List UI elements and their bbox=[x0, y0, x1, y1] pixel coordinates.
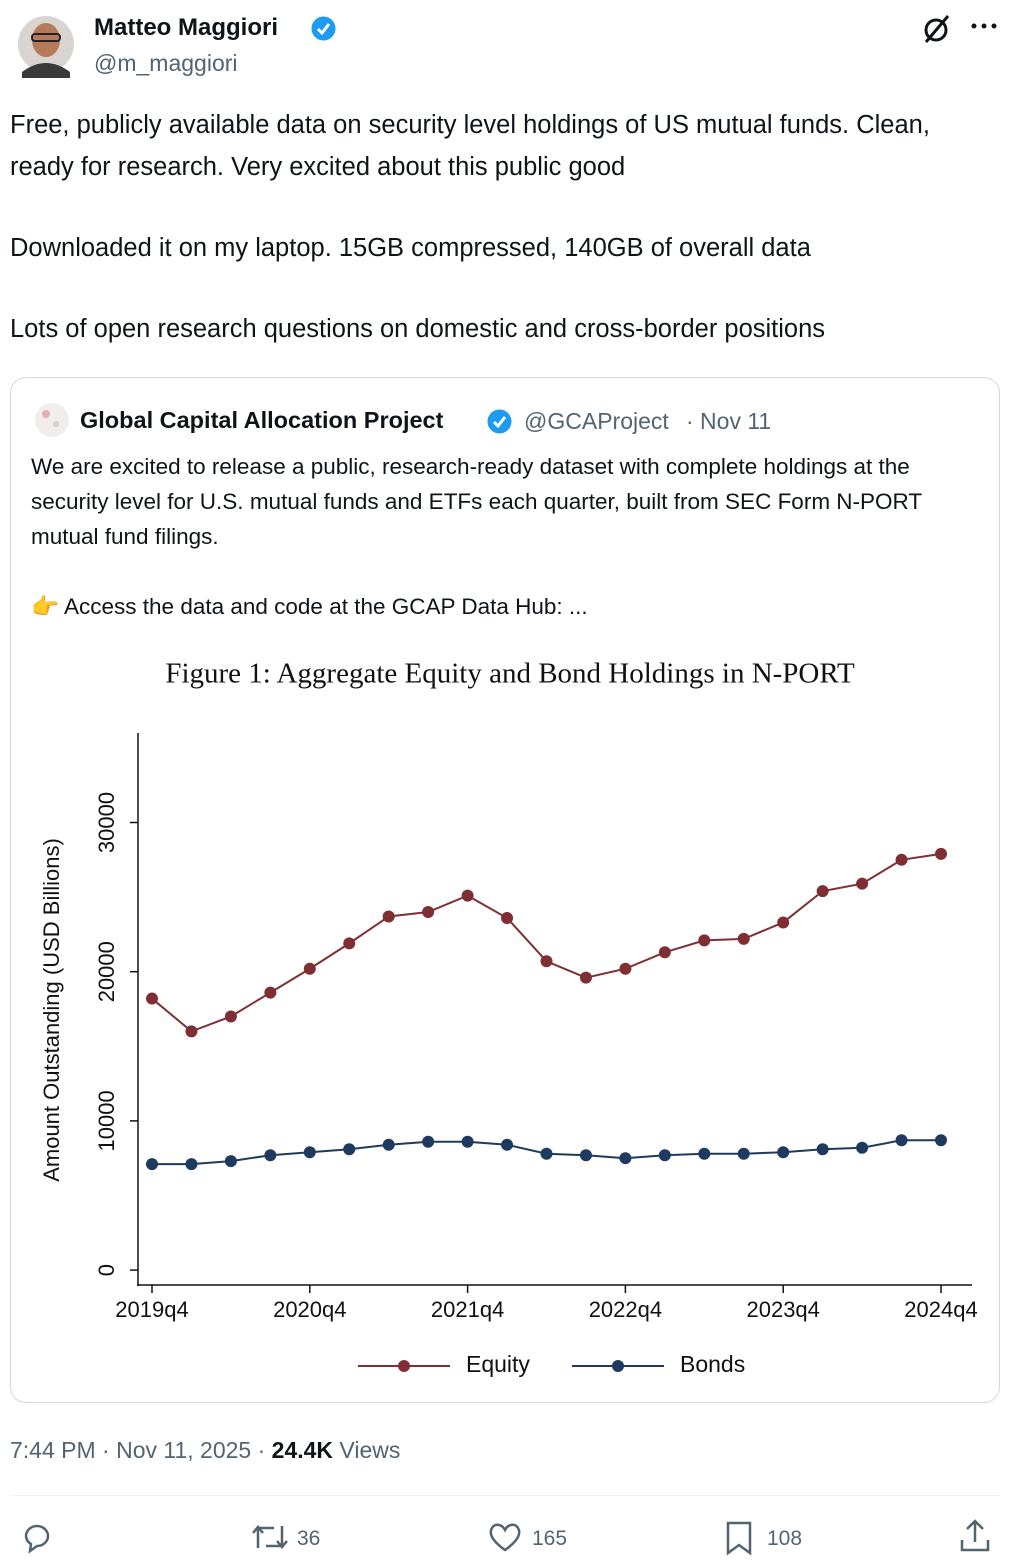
data-point bbox=[935, 1134, 947, 1147]
data-point bbox=[737, 1147, 750, 1160]
quote-link-text: 👉 Access the data and code at the GCAP D… bbox=[31, 594, 588, 619]
data-point bbox=[501, 911, 514, 924]
more-button[interactable] bbox=[968, 18, 1000, 34]
data-point bbox=[185, 1158, 198, 1171]
like-button[interactable] bbox=[487, 1520, 523, 1554]
chart: Figure 1: Aggregate Equity and Bond Hold… bbox=[39, 658, 978, 1377]
x-tick-label: 2023q4 bbox=[746, 1297, 819, 1322]
data-point bbox=[224, 1010, 237, 1023]
data-point bbox=[619, 962, 632, 975]
x-tick-label: 2021q4 bbox=[431, 1297, 504, 1322]
data-point bbox=[343, 1143, 356, 1156]
x-tick-label: 2024q4 bbox=[904, 1297, 977, 1322]
data-point bbox=[343, 937, 356, 950]
timestamp[interactable]: 7:44 PM · Nov 11, 2025 · 24.4K Views bbox=[10, 1437, 400, 1464]
data-point bbox=[303, 962, 316, 975]
y-axis-label: Amount Outstanding (USD Billions) bbox=[39, 838, 64, 1182]
avatar[interactable] bbox=[18, 10, 74, 78]
data-point bbox=[264, 1149, 277, 1162]
data-point bbox=[422, 1135, 435, 1148]
series-line bbox=[151, 852, 942, 1033]
quote-author-handle[interactable]: @GCAProject bbox=[524, 408, 669, 434]
chart-title: Figure 1: Aggregate Equity and Bond Hold… bbox=[165, 658, 855, 690]
data-point bbox=[382, 1138, 395, 1151]
y-tick-label: 10000 bbox=[94, 1090, 119, 1151]
retweet-button[interactable] bbox=[250, 1520, 290, 1554]
data-point bbox=[501, 1138, 514, 1151]
retweet-count: 36 bbox=[297, 1527, 321, 1550]
time: 7:44 PM · Nov 11, 2025 · bbox=[10, 1437, 266, 1463]
legend-marker bbox=[612, 1360, 624, 1372]
bookmark-button[interactable] bbox=[724, 1520, 754, 1556]
data-point bbox=[579, 1149, 592, 1162]
quote-author-name[interactable]: Global Capital Allocation Project bbox=[80, 407, 444, 433]
data-point bbox=[461, 889, 474, 902]
quote-avatar bbox=[35, 403, 69, 437]
y-tick-label: 0 bbox=[94, 1264, 119, 1276]
y-tick-label: 20000 bbox=[94, 941, 119, 1002]
data-point bbox=[737, 932, 750, 945]
author-handle[interactable]: @m_maggiori bbox=[94, 50, 238, 76]
tweet-paragraph: Lots of open research questions on domes… bbox=[10, 315, 826, 343]
legend-label: Bonds bbox=[680, 1351, 745, 1377]
data-point bbox=[303, 1146, 316, 1159]
data-point bbox=[619, 1152, 632, 1165]
quote-card[interactable] bbox=[10, 377, 1000, 1403]
data-point bbox=[658, 1149, 671, 1162]
y-tick-label: 30000 bbox=[94, 792, 119, 853]
legend-label: Equity bbox=[466, 1351, 530, 1377]
tweet-body: Free, publicly available data on securit… bbox=[10, 104, 1000, 389]
data-point bbox=[579, 971, 592, 984]
data-point bbox=[224, 1155, 237, 1168]
data-point bbox=[856, 877, 869, 890]
data-point bbox=[935, 847, 947, 860]
data-point bbox=[777, 916, 790, 929]
verified-badge bbox=[311, 16, 336, 41]
data-point bbox=[856, 1141, 869, 1154]
x-tick-label: 2022q4 bbox=[589, 1297, 662, 1322]
x-tick-label: 2019q4 bbox=[115, 1297, 188, 1322]
grok-icon[interactable] bbox=[920, 12, 954, 46]
tweet-paragraph: Free, publicly available data on securit… bbox=[10, 111, 930, 181]
divider bbox=[10, 1495, 1000, 1496]
verified-badge bbox=[487, 409, 512, 434]
view-count: 24.4K bbox=[271, 1437, 334, 1463]
data-point bbox=[146, 1158, 158, 1171]
data-point bbox=[816, 1143, 829, 1156]
data-point bbox=[461, 1135, 474, 1148]
quote-date[interactable]: · Nov 11 bbox=[686, 408, 772, 434]
tweet-paragraph: Downloaded it on my laptop. 15GB compres… bbox=[10, 234, 811, 262]
data-point bbox=[382, 910, 395, 923]
data-point bbox=[777, 1146, 790, 1159]
data-point bbox=[540, 955, 553, 968]
share-button[interactable] bbox=[958, 1518, 992, 1554]
data-point bbox=[895, 853, 908, 866]
reply-button[interactable] bbox=[20, 1520, 54, 1554]
views-label: Views bbox=[339, 1437, 401, 1463]
quote-text: We are excited to release a public, rese… bbox=[31, 454, 922, 549]
data-point bbox=[264, 986, 277, 999]
data-point bbox=[816, 885, 829, 898]
data-point bbox=[698, 934, 711, 947]
data-point bbox=[185, 1025, 198, 1038]
data-point bbox=[422, 906, 435, 919]
bookmark-count: 108 bbox=[767, 1527, 803, 1550]
like-count: 165 bbox=[532, 1527, 568, 1550]
data-point bbox=[658, 946, 671, 959]
data-point bbox=[698, 1147, 711, 1160]
data-point bbox=[540, 1147, 553, 1160]
x-tick-label: 2020q4 bbox=[273, 1297, 346, 1322]
data-point bbox=[895, 1134, 908, 1147]
author-name[interactable]: Matteo Maggiori bbox=[94, 14, 278, 41]
data-point bbox=[146, 992, 158, 1005]
legend-marker bbox=[398, 1360, 410, 1372]
